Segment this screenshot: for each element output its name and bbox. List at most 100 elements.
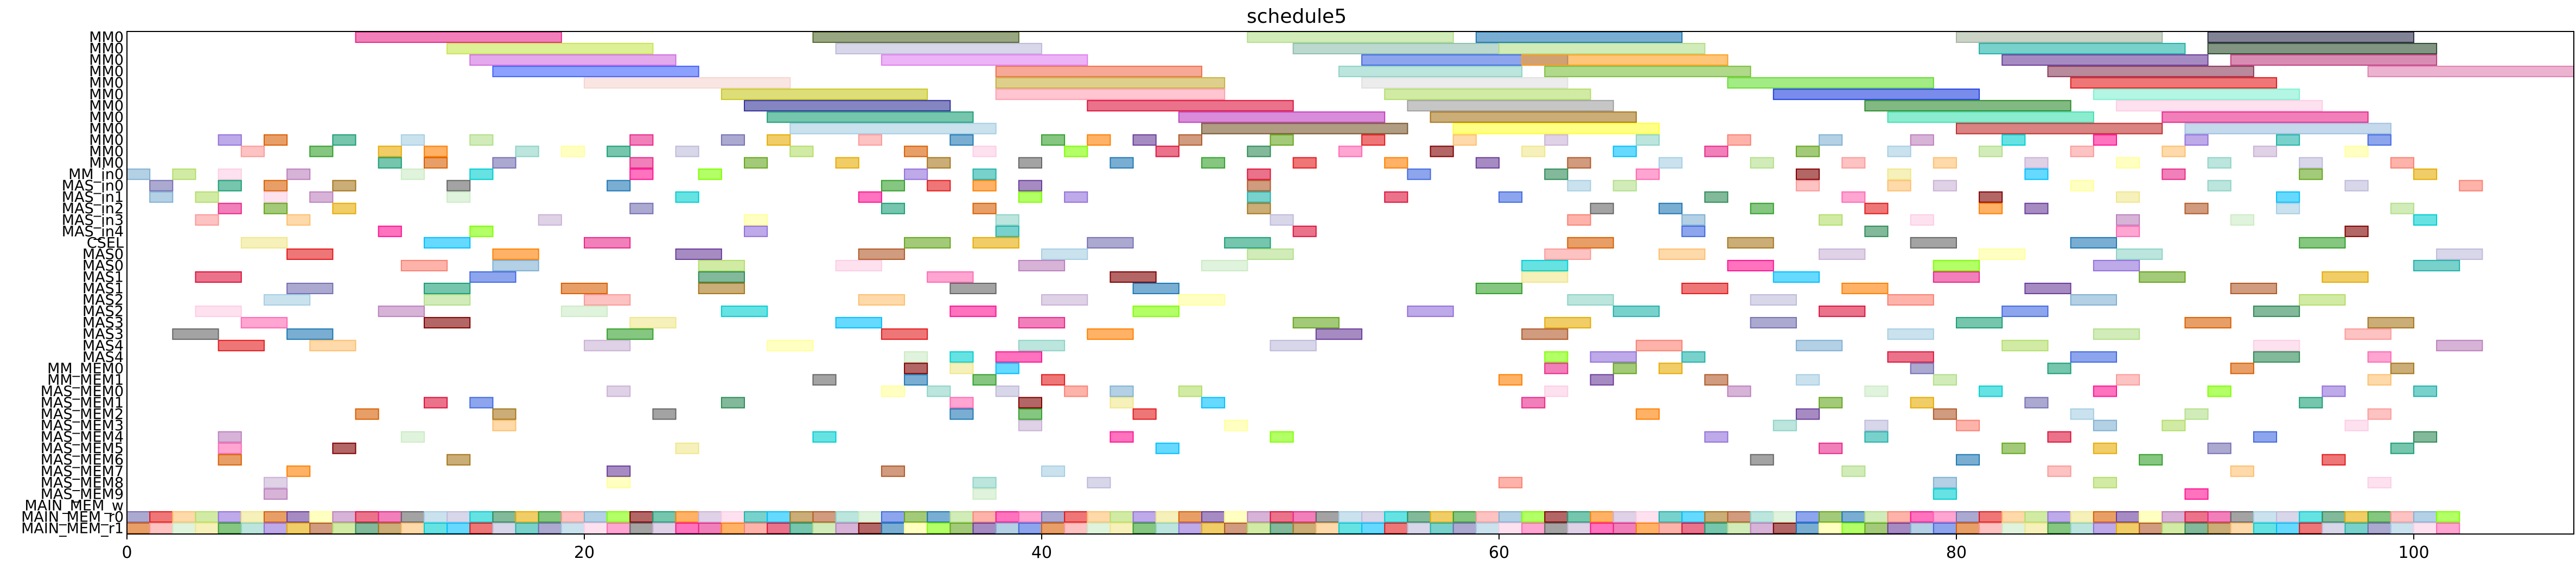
task-bar <box>812 511 837 523</box>
task-bar <box>560 306 608 317</box>
y-tick-label: MAS4 <box>82 338 124 354</box>
x-axis: 0 20 40 60 80 100 <box>122 534 2430 562</box>
y-tick-label: MAS_in0 <box>62 177 124 194</box>
task-bar <box>835 259 882 271</box>
y-tick-label: MM0 <box>89 98 124 115</box>
task-bar <box>2390 442 2414 454</box>
y-tick-label: MAS_MEM5 <box>41 440 124 457</box>
task-bar <box>1407 522 1431 534</box>
task-bar <box>1018 522 1042 534</box>
task-bar <box>355 408 379 420</box>
task-bar <box>2299 397 2323 409</box>
task-bar <box>263 294 311 306</box>
task-bar <box>1681 283 1729 295</box>
task-bar <box>2161 111 2369 123</box>
y-tick-label: MAS_MEM4 <box>41 429 124 446</box>
task-bar <box>332 202 356 214</box>
y-tick-label: MAS_MEM2 <box>41 406 124 423</box>
task-bar <box>949 408 974 420</box>
task-bar <box>1384 88 1591 100</box>
task-bar <box>263 511 288 523</box>
task-bar <box>378 522 402 534</box>
task-bar <box>1247 202 1271 214</box>
task-bar <box>2276 522 2300 534</box>
task-bar <box>1521 328 1568 340</box>
task-bar <box>972 374 997 386</box>
task-bar <box>1041 294 1088 306</box>
y-tick-label: MM0 <box>89 143 124 160</box>
y-tick-label: MAS3 <box>82 315 124 332</box>
task-bar <box>240 317 288 329</box>
task-bar <box>2253 306 2300 317</box>
task-bar <box>2070 522 2094 534</box>
task-bar <box>423 294 471 306</box>
task-bar <box>1201 397 1226 409</box>
task-bar <box>1292 43 1500 55</box>
task-bar <box>2276 134 2300 146</box>
task-bar <box>607 476 631 488</box>
task-bar <box>1155 442 1179 454</box>
task-bar <box>538 511 562 523</box>
task-bar <box>2116 511 2140 523</box>
task-bar <box>1201 511 1226 523</box>
task-bar <box>1041 134 1066 146</box>
task-bar <box>1819 134 1843 146</box>
task-bar <box>1521 511 1546 523</box>
task-bar <box>2322 522 2346 534</box>
task-bar <box>1521 54 1729 66</box>
task-bar <box>1452 123 1660 135</box>
task-bar <box>309 522 334 534</box>
task-bar <box>1292 511 1317 523</box>
task-bar <box>195 306 242 317</box>
task-bar <box>2390 202 2414 214</box>
task-bar <box>2230 363 2254 374</box>
task-bar <box>2207 180 2231 192</box>
task-bar <box>1498 374 1523 386</box>
task-bar <box>675 442 699 454</box>
task-bar <box>2184 134 2209 146</box>
task-bar <box>2093 511 2118 523</box>
task-bar <box>2276 511 2300 523</box>
task-bar <box>2024 511 2049 523</box>
task-bar <box>789 145 814 157</box>
task-bar <box>2436 511 2460 523</box>
task-bar <box>1178 134 1203 146</box>
task-bar <box>927 157 951 169</box>
task-bar <box>789 123 997 135</box>
task-bar <box>2116 248 2163 260</box>
task-bar <box>1338 66 1523 78</box>
task-bar <box>355 31 562 43</box>
task-bar <box>1384 157 1408 169</box>
task-bar <box>1590 511 1614 523</box>
task-bar <box>423 145 448 157</box>
task-bar <box>378 306 425 317</box>
task-bar <box>927 385 951 397</box>
task-bar <box>400 259 448 271</box>
task-bar <box>1247 522 1271 534</box>
task-bar <box>1933 511 1957 523</box>
task-bar <box>720 397 745 409</box>
task-bar <box>2344 145 2369 157</box>
task-bar <box>1635 134 1660 146</box>
task-bar <box>515 511 539 523</box>
task-bar <box>1201 259 1248 271</box>
task-bar <box>1018 180 1042 192</box>
task-bar <box>286 168 311 180</box>
task-bar <box>629 511 654 523</box>
task-bar <box>2230 54 2438 66</box>
task-bar <box>1704 431 1729 443</box>
task-bar <box>1498 43 1706 55</box>
task-bar <box>1498 476 1523 488</box>
task-bar <box>263 202 288 214</box>
task-bar <box>1247 31 1454 43</box>
task-bar <box>1659 363 1683 374</box>
task-bar <box>1064 385 1088 397</box>
y-tick-label: MAS_in3 <box>62 212 124 228</box>
task-bar <box>1933 522 1957 534</box>
task-bar <box>469 522 494 534</box>
task-bar <box>149 180 174 192</box>
task-bar <box>332 511 356 523</box>
task-bar <box>904 168 928 180</box>
x-tick-label: 60 <box>1489 543 1509 562</box>
task-bar <box>195 511 219 523</box>
